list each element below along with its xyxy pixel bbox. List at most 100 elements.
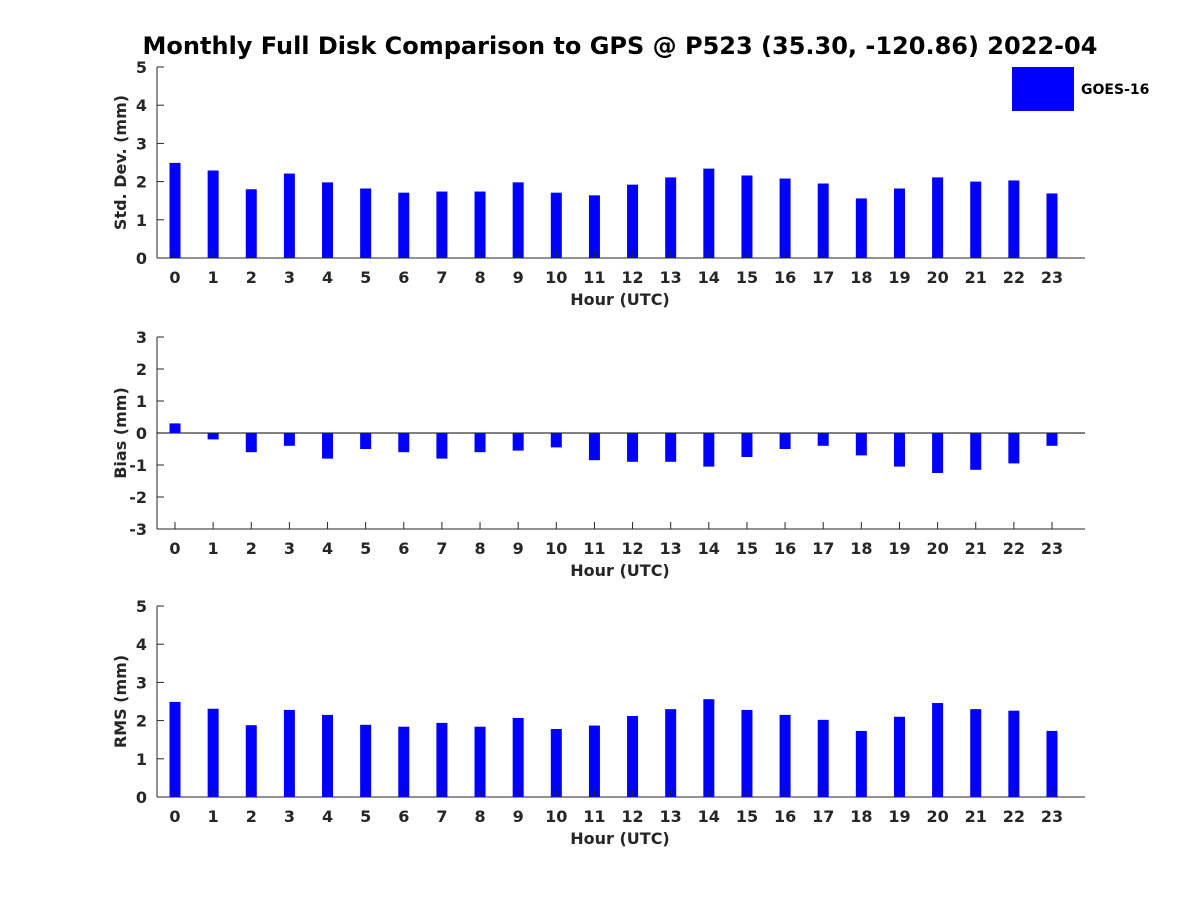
bias-y-tick-label: 0 — [136, 424, 147, 443]
legend-swatch — [1012, 67, 1074, 111]
bias-x-tick-label: 7 — [436, 539, 447, 558]
std-dev-x-tick-label: 23 — [1041, 268, 1063, 287]
std-dev-bar — [855, 198, 867, 258]
std-dev-bar — [741, 175, 753, 258]
bias-x-tick-label: 13 — [660, 539, 682, 558]
std-dev-bar — [932, 177, 944, 258]
bias-x-tick-label: 22 — [1003, 539, 1025, 558]
bias-bar — [779, 433, 791, 449]
legend: GOES-16 — [1012, 67, 1149, 111]
bias-bar — [932, 433, 944, 473]
rms-bar — [817, 719, 829, 797]
std-dev-bar — [436, 191, 448, 258]
std-dev-bar — [627, 184, 639, 258]
std-dev-bar — [169, 162, 181, 258]
bias-bar — [283, 433, 295, 446]
chart-title: Monthly Full Disk Comparison to GPS @ P5… — [143, 32, 1098, 60]
bias-bar — [207, 433, 219, 440]
rms-bar — [703, 699, 715, 797]
bias-bar — [398, 433, 410, 453]
rms-y-tick-label: 4 — [136, 635, 147, 654]
bias-x-tick-label: 17 — [812, 539, 834, 558]
rms-bar — [512, 717, 524, 797]
rms-x-tick-label: 12 — [621, 807, 643, 826]
bias-x-tick-label: 2 — [246, 539, 257, 558]
bias-bar — [741, 433, 753, 457]
bias-bar — [893, 433, 905, 467]
bias-bar — [855, 433, 867, 456]
bias-bar — [1046, 433, 1058, 446]
std-dev-bar — [512, 182, 524, 258]
rms-bar — [970, 709, 982, 797]
std-dev-x-tick-label: 9 — [513, 268, 524, 287]
std-dev-bar — [1008, 180, 1020, 258]
rms-x-axis-label: Hour (UTC) — [570, 829, 670, 848]
bias-x-tick-label: 16 — [774, 539, 796, 558]
rms-x-tick-label: 23 — [1041, 807, 1063, 826]
bias-bar — [436, 433, 448, 459]
std-dev-bar — [360, 188, 372, 258]
rms-bar — [779, 714, 791, 797]
bias-bar — [817, 433, 829, 446]
std-dev-x-tick-label: 17 — [812, 268, 834, 287]
bias-bar — [245, 433, 257, 453]
rms-bar — [588, 725, 600, 797]
rms-bar — [283, 709, 295, 797]
std-dev-bar — [893, 188, 905, 258]
rms-x-tick-label: 20 — [926, 807, 948, 826]
bias-x-tick-label: 21 — [965, 539, 987, 558]
std-dev-x-tick-label: 6 — [398, 268, 409, 287]
rms-x-tick-label: 19 — [888, 807, 910, 826]
rms-bar — [893, 716, 905, 797]
std-dev-bar — [550, 192, 562, 258]
rms-bar — [245, 725, 257, 797]
bias-y-tick-label: -3 — [129, 520, 147, 539]
bias-bar — [1008, 433, 1020, 464]
rms-bar — [360, 724, 372, 797]
std-dev-x-tick-label: 22 — [1003, 268, 1025, 287]
rms-y-tick-label: 1 — [136, 750, 147, 769]
std-dev-x-tick-label: 16 — [774, 268, 796, 287]
std-dev-x-tick-label: 11 — [583, 268, 605, 287]
bias-x-tick-label: 8 — [474, 539, 485, 558]
rms-bar — [855, 730, 867, 797]
rms-x-tick-label: 16 — [774, 807, 796, 826]
bias-y-tick-label: 1 — [136, 392, 147, 411]
bias-bar — [627, 433, 639, 462]
rms-bar — [169, 701, 181, 797]
rms-x-tick-label: 4 — [322, 807, 333, 826]
rms-bar — [322, 714, 334, 797]
std-dev-y-tick-label: 2 — [136, 173, 147, 192]
std-dev-y-axis-label: Std. Dev. (mm) — [111, 95, 130, 230]
std-dev-y-tick-label: 5 — [136, 58, 147, 77]
rms-x-tick-label: 3 — [284, 807, 295, 826]
bias-x-tick-label: 10 — [545, 539, 567, 558]
rms-x-tick-label: 13 — [660, 807, 682, 826]
rms-bar — [741, 709, 753, 797]
std-dev-y-tick-label: 0 — [136, 249, 147, 268]
rms-bar — [665, 709, 677, 797]
bias-bar — [474, 433, 486, 453]
std-dev-x-tick-label: 3 — [284, 268, 295, 287]
std-dev-x-tick-label: 1 — [208, 268, 219, 287]
bias-x-tick-label: 12 — [621, 539, 643, 558]
rms-y-tick-label: 5 — [136, 597, 147, 616]
rms-x-tick-label: 17 — [812, 807, 834, 826]
rms-x-tick-label: 10 — [545, 807, 567, 826]
std-dev-x-tick-label: 20 — [926, 268, 948, 287]
bias-x-tick-label: 11 — [583, 539, 605, 558]
bias-y-tick-label: -1 — [129, 456, 147, 475]
std-dev-x-tick-label: 13 — [660, 268, 682, 287]
bias-bar — [550, 433, 562, 448]
rms-x-tick-label: 15 — [736, 807, 758, 826]
bias-bar — [169, 423, 181, 433]
std-dev-bar — [398, 192, 410, 258]
bias-bar — [322, 433, 334, 459]
std-dev-y-tick-label: 3 — [136, 134, 147, 153]
rms-x-tick-label: 6 — [398, 807, 409, 826]
std-dev-bar — [245, 189, 257, 258]
